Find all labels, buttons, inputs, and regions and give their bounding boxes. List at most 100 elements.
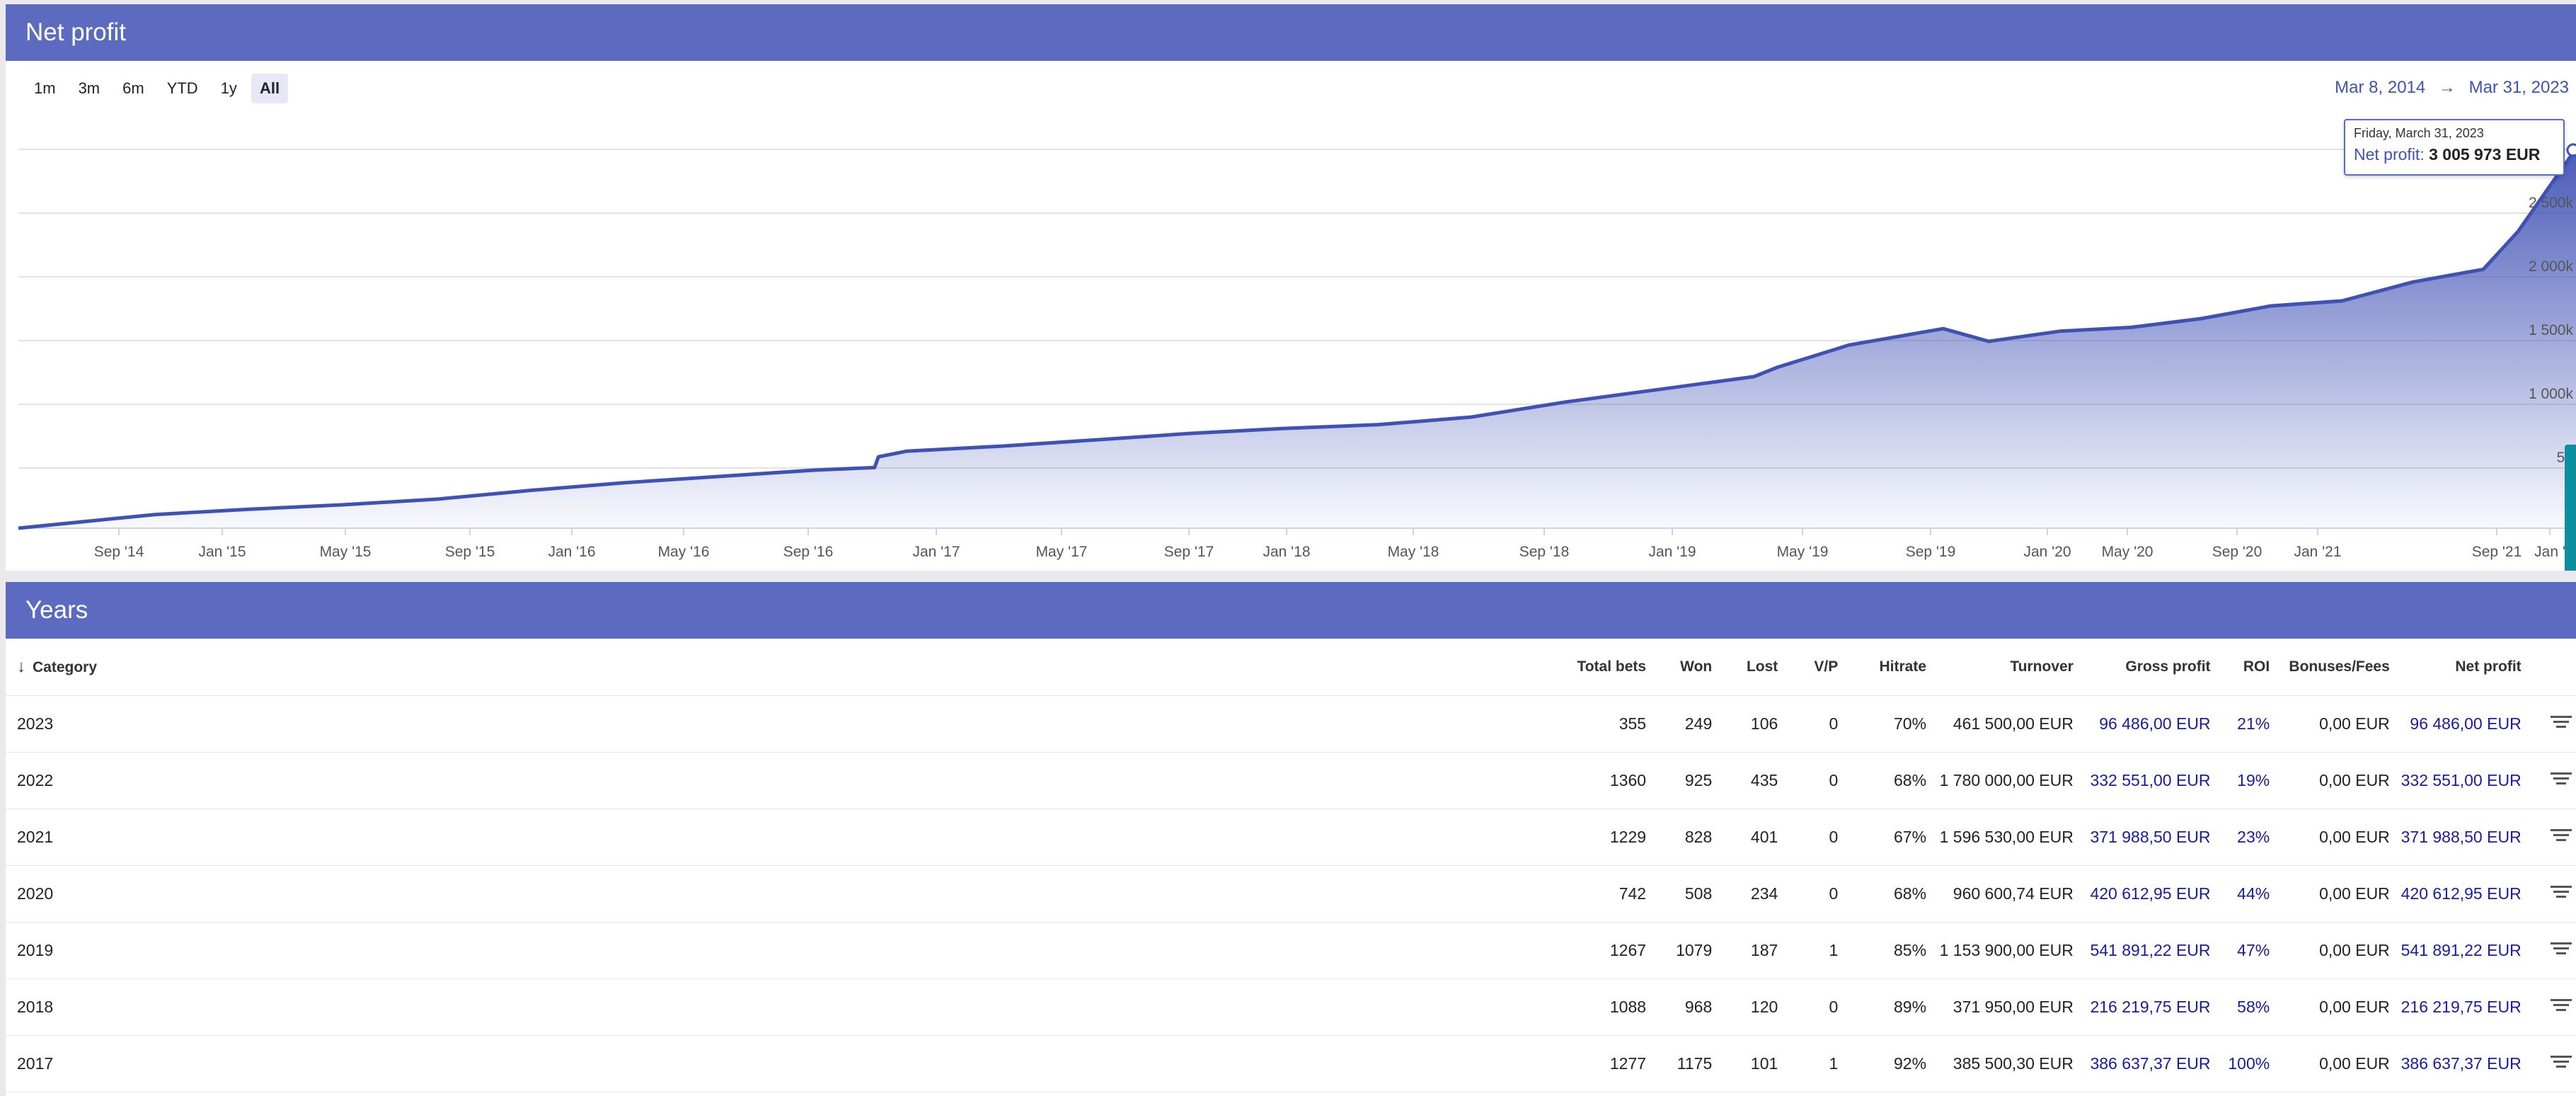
- range-button-ytd[interactable]: YTD: [166, 79, 198, 97]
- column-header-label: Category: [33, 659, 98, 675]
- years-table: ↓ Category Total bets Won Lost V/P Hitrate Turn…: [6, 639, 2576, 1092]
- column-header-v-p[interactable]: V/P: [1782, 639, 1843, 696]
- x-tick-label: Sep '14: [94, 544, 144, 560]
- cell-bonuses-fees: 0,00 EUR: [2274, 1035, 2394, 1092]
- filter-icon[interactable]: [2551, 826, 2572, 844]
- cell-turnover: 1 780 000,00 EUR: [1931, 752, 2078, 809]
- x-tick-label: May '20: [2102, 544, 2154, 560]
- cell-v-p: 0: [1782, 752, 1843, 809]
- row-actions[interactable]: [2525, 978, 2576, 1036]
- filter-icon[interactable]: [2551, 713, 2572, 731]
- column-header-roi[interactable]: ROI: [2214, 639, 2275, 696]
- cell-won: 249: [1650, 695, 1717, 753]
- date-range[interactable]: Mar 8, 2014 → Mar 31, 2023: [2330, 78, 2573, 98]
- column-header-label: Net profit: [2455, 658, 2522, 675]
- side-panel-tab[interactable]: [2565, 445, 2576, 571]
- y-tick-label: 2 000k: [2529, 258, 2574, 275]
- row-actions[interactable]: [2525, 865, 2576, 923]
- cell-category: 2017: [6, 1035, 1548, 1092]
- cell-roi: 100%: [2214, 1035, 2275, 1092]
- column-header-net-profit[interactable]: Net profit: [2393, 639, 2526, 696]
- net-profit-chart[interactable]: Sep '14 Jan '15 May '15 Sep '15 Jan '16 May '…: [6, 110, 2576, 571]
- filter-icon[interactable]: [2551, 940, 2572, 957]
- row-actions[interactable]: [2525, 922, 2576, 979]
- row-actions[interactable]: [2525, 809, 2576, 866]
- range-button-all[interactable]: All: [251, 74, 289, 103]
- cell-hitrate: 70%: [1842, 695, 1931, 753]
- series-line: [18, 147, 2576, 530]
- column-header-label: V/P: [1814, 658, 1839, 675]
- tooltip-value: 3 005 973 EUR: [2429, 145, 2541, 164]
- column-header-label: Won: [1680, 658, 1713, 675]
- cell-net-profit: 332 551,00 EUR: [2393, 752, 2526, 809]
- cell-won: 1175: [1650, 1035, 1717, 1092]
- filter-icon[interactable]: [2551, 1053, 2572, 1071]
- x-tick-label: May '19: [1777, 544, 1829, 560]
- cell-gross-profit: 541 891,22 EUR: [2077, 922, 2215, 979]
- arrow-down-icon[interactable]: ↓: [17, 657, 25, 676]
- cell-hitrate: 89%: [1842, 978, 1931, 1036]
- table-row[interactable]: 2018 1088 968 120 0 89% 371 950,00 EUR 216 219,…: [6, 978, 2576, 1036]
- table-row[interactable]: 2020 742 508 234 0 68% 960 600,74 EUR 420 612,9…: [6, 865, 2576, 923]
- column-header-hitrate[interactable]: Hitrate: [1842, 639, 1931, 696]
- cell-v-p: 1: [1782, 922, 1843, 979]
- net-profit-title: Net profit: [6, 4, 2576, 61]
- table-row[interactable]: 2017 1277 1175 101 1 92% 385 500,30 EUR 386 637…: [6, 1035, 2576, 1092]
- cell-v-p: 0: [1782, 809, 1843, 866]
- x-tick-label: Jan '17: [912, 544, 960, 560]
- cell-net-profit: 96 486,00 EUR: [2393, 695, 2526, 753]
- cell-total-bets: 1277: [1547, 1035, 1651, 1092]
- series-point-last: [2566, 143, 2576, 157]
- cell-won: 508: [1650, 865, 1717, 923]
- column-header-gross-profit[interactable]: Gross profit: [2077, 639, 2215, 696]
- x-tick-label: May '16: [658, 544, 710, 560]
- filter-icon[interactable]: [2551, 770, 2572, 787]
- cell-total-bets: 355: [1547, 695, 1651, 753]
- tooltip-label: Net profit:: [2354, 145, 2425, 164]
- cell-category: 2018: [6, 978, 1548, 1036]
- table-row[interactable]: 2022 1360 925 435 0 68% 1 780 000,00 EUR 332 55…: [6, 752, 2576, 809]
- column-header-category[interactable]: ↓ Category: [6, 639, 1548, 696]
- table-row[interactable]: 2021 1229 828 401 0 67% 1 596 530,00 EUR 371 98…: [6, 809, 2576, 866]
- column-header-turnover[interactable]: Turnover: [1931, 639, 2078, 696]
- cell-lost: 120: [1716, 978, 1783, 1036]
- column-header-lost[interactable]: Lost: [1716, 639, 1783, 696]
- cell-roi: 21%: [2214, 695, 2275, 753]
- row-actions[interactable]: [2525, 695, 2576, 753]
- cell-net-profit: 216 219,75 EUR: [2393, 978, 2526, 1036]
- chart-tooltip: Friday, March 31, 2023 Net profit: 3 005…: [2344, 119, 2565, 176]
- range-button-3m[interactable]: 3m: [78, 79, 100, 97]
- cell-roi: 58%: [2214, 978, 2275, 1036]
- cell-won: 1079: [1650, 922, 1717, 979]
- date-to[interactable]: Mar 31, 2023: [2468, 78, 2569, 97]
- x-tick-label: Jan '15: [198, 544, 246, 560]
- filter-icon[interactable]: [2551, 883, 2572, 901]
- range-button-1m[interactable]: 1m: [34, 79, 56, 97]
- date-from[interactable]: Mar 8, 2014: [2335, 78, 2426, 97]
- range-button-6m[interactable]: 6m: [122, 79, 144, 97]
- cell-lost: 187: [1716, 922, 1783, 979]
- cell-bonuses-fees: 0,00 EUR: [2274, 809, 2394, 866]
- table-row[interactable]: 2019 1267 1079 187 1 85% 1 153 900,00 EUR 541 8…: [6, 922, 2576, 979]
- range-selector: 1m 3m 6m YTD 1y All: [25, 74, 289, 103]
- range-button-1y[interactable]: 1y: [220, 79, 237, 97]
- row-actions[interactable]: [2525, 752, 2576, 809]
- cell-lost: 401: [1716, 809, 1783, 866]
- x-tick-label: Sep '21: [2472, 544, 2522, 560]
- column-header-total-bets[interactable]: Total bets: [1547, 639, 1651, 696]
- cell-turnover: 371 950,00 EUR: [1931, 978, 2078, 1036]
- column-header-label: Hitrate: [1879, 658, 1927, 675]
- cell-gross-profit: 96 486,00 EUR: [2077, 695, 2215, 753]
- x-tick-label: Jan '20: [2023, 544, 2071, 560]
- cell-v-p: 0: [1782, 978, 1843, 1036]
- column-header-won[interactable]: Won: [1650, 639, 1717, 696]
- x-tick-label: Jan '19: [1648, 544, 1696, 560]
- table-row[interactable]: 2023 355 249 106 0 70% 461 500,00 EUR 96 486,00…: [6, 695, 2576, 753]
- cell-category: 2021: [6, 809, 1548, 866]
- cell-bonuses-fees: 0,00 EUR: [2274, 978, 2394, 1036]
- filter-icon[interactable]: [2551, 996, 2572, 1014]
- cell-hitrate: 85%: [1842, 922, 1931, 979]
- row-actions[interactable]: [2525, 1035, 2576, 1092]
- column-header-bonuses-fees[interactable]: Bonuses/Fees: [2274, 639, 2394, 696]
- years-title: Years: [6, 582, 2576, 639]
